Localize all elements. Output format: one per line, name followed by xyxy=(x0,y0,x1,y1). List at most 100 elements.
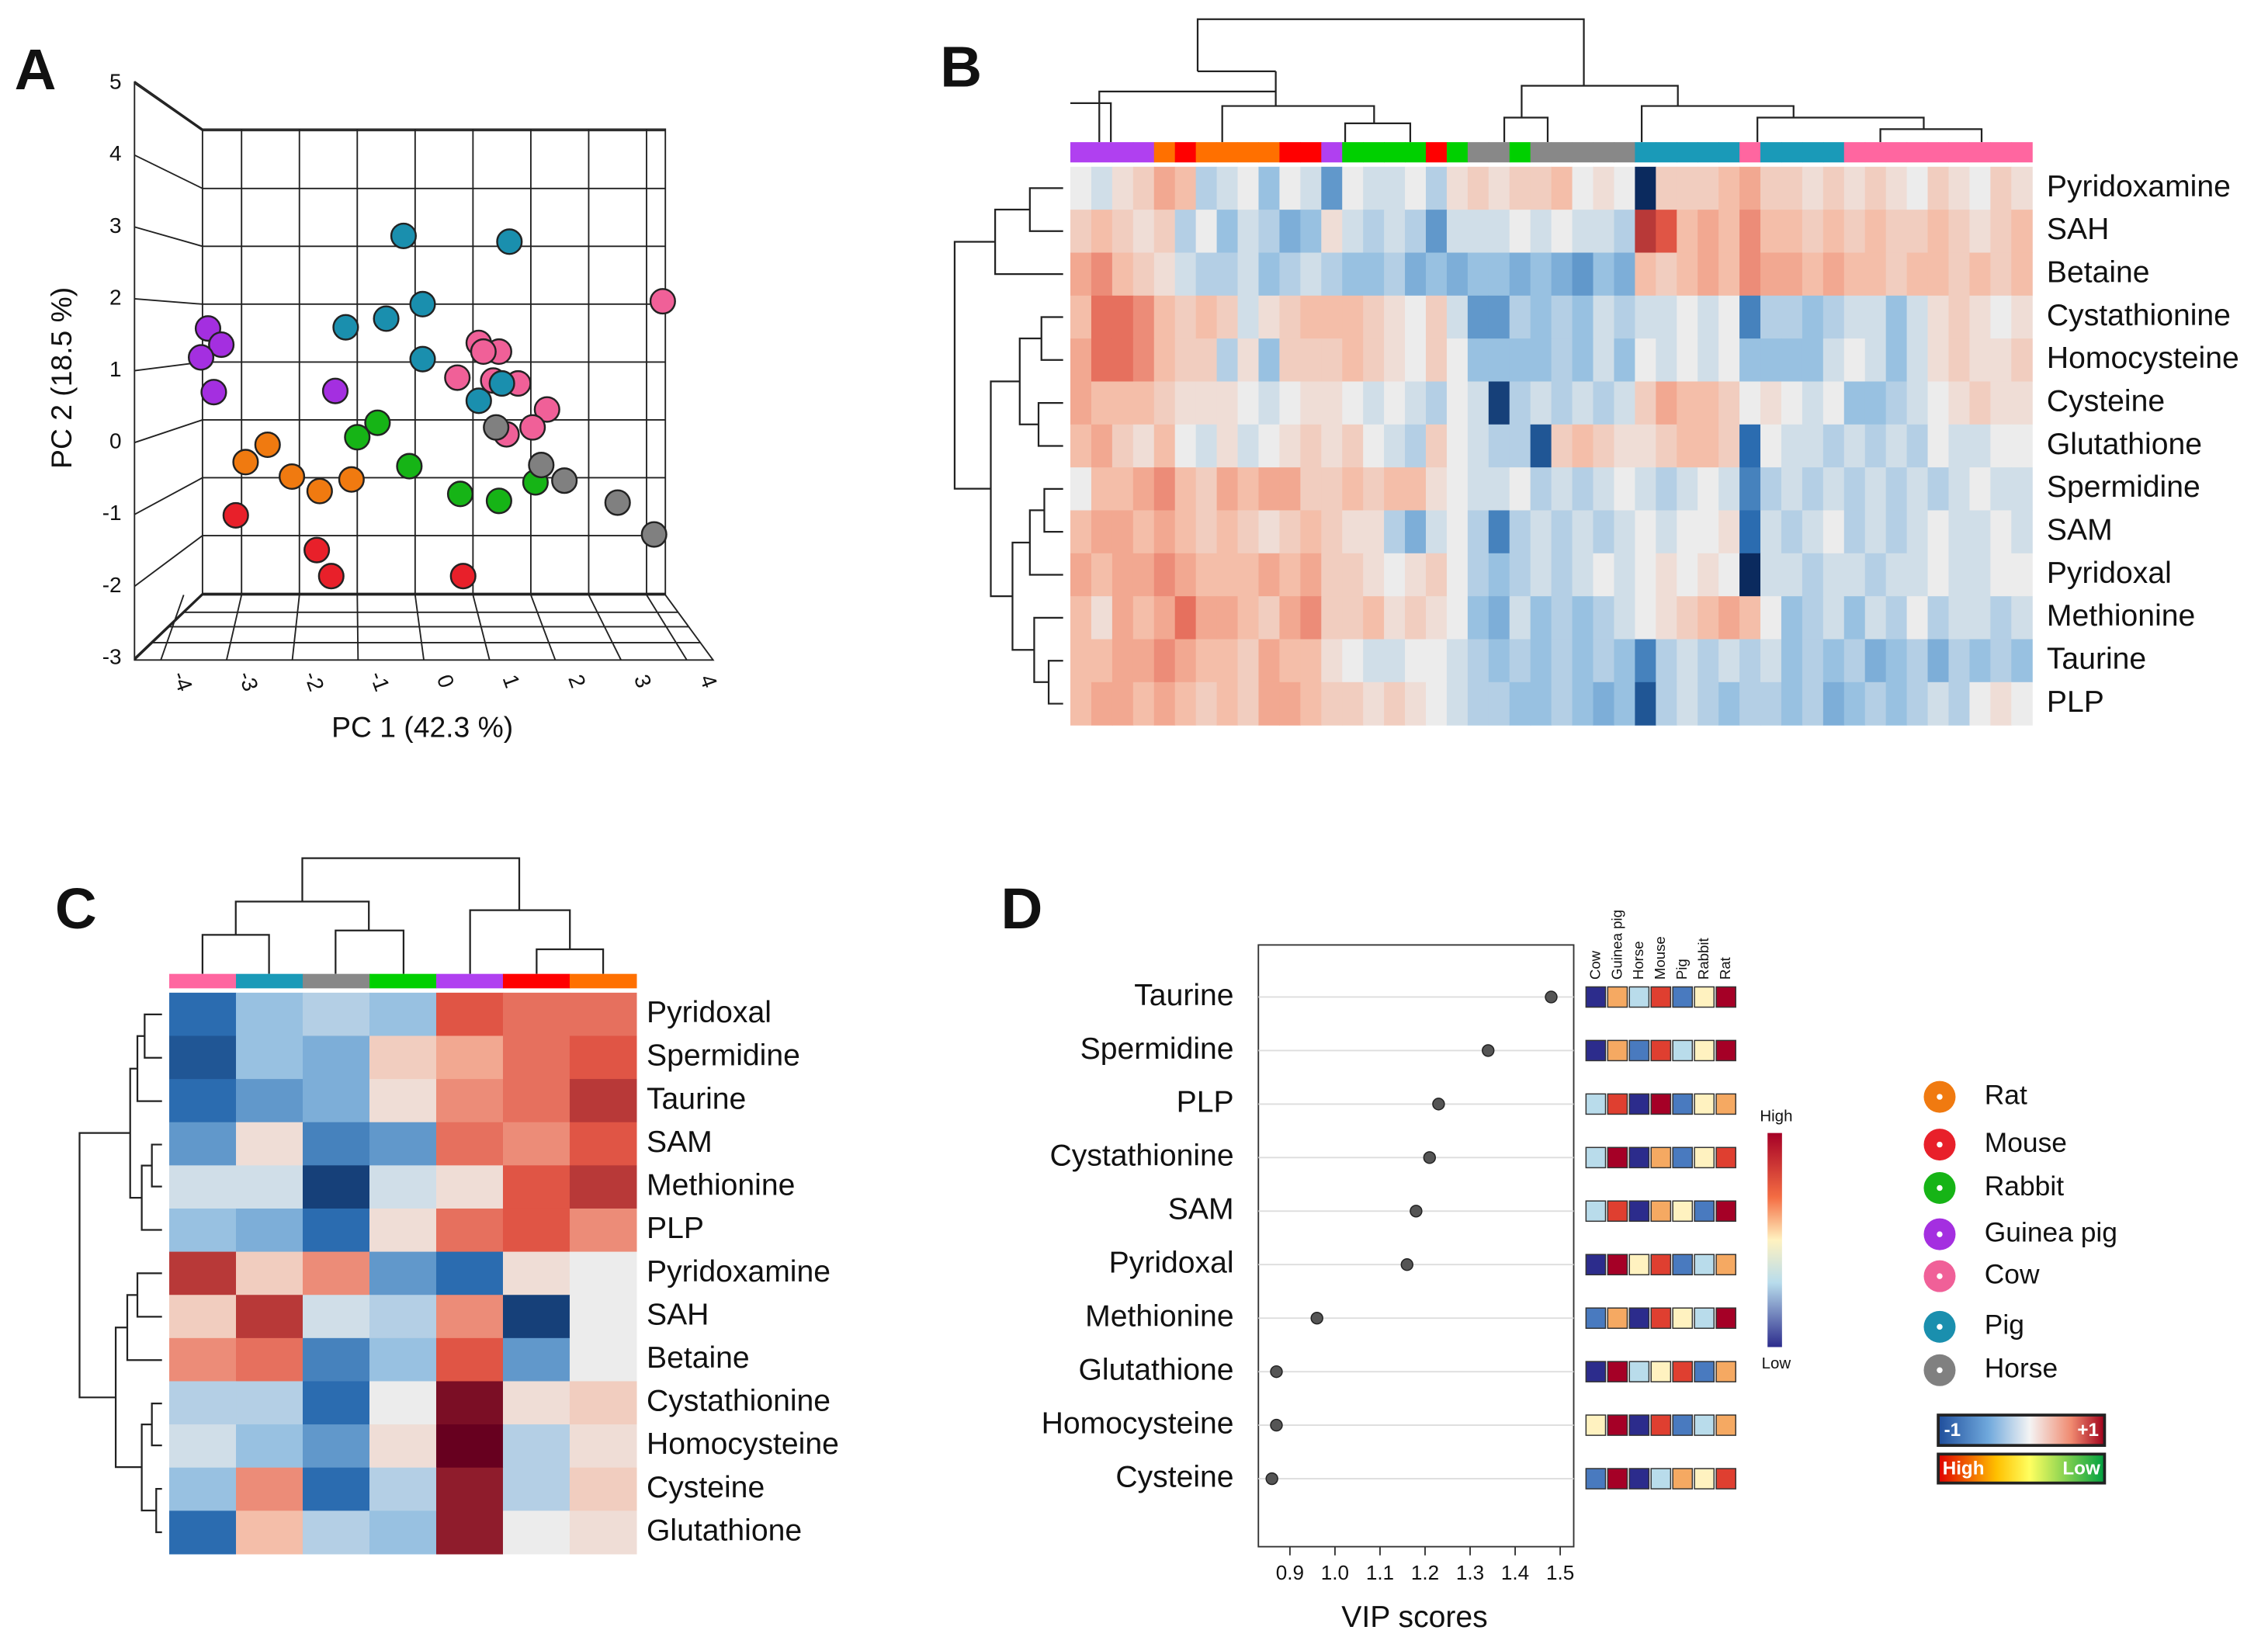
cell xyxy=(1677,166,1698,210)
cell xyxy=(502,1165,570,1209)
cell xyxy=(1906,596,1929,640)
cell xyxy=(1760,424,1782,468)
cell xyxy=(1864,338,1887,383)
cell xyxy=(1321,338,1343,383)
row-label: Pyridoxamine xyxy=(647,1255,831,1288)
column-group xyxy=(1822,142,1845,163)
cell xyxy=(1843,639,1866,683)
legend-marker-dot xyxy=(1937,1273,1943,1279)
cell xyxy=(1614,553,1635,597)
row-label: Glutathione xyxy=(647,1514,802,1547)
legend-marker-dot xyxy=(1937,1231,1943,1237)
cell xyxy=(1628,1414,1650,1436)
grid-line xyxy=(134,592,203,659)
column-dendrogram xyxy=(201,857,605,974)
plot-frame xyxy=(1257,944,1575,1548)
category-label: Methionine xyxy=(1085,1300,1233,1334)
point xyxy=(321,377,349,404)
cell xyxy=(2011,467,2033,512)
cell xyxy=(1258,252,1280,297)
cell xyxy=(1715,1039,1736,1062)
cell xyxy=(1300,381,1322,425)
cell xyxy=(1715,1200,1736,1223)
row-label: Betaine xyxy=(647,1341,750,1375)
cell xyxy=(1237,682,1260,726)
cell xyxy=(1927,252,1950,297)
cell xyxy=(1174,510,1197,554)
row-label: Pyridoxal xyxy=(647,996,772,1029)
point xyxy=(485,487,512,515)
cell xyxy=(1628,1361,1650,1382)
cell xyxy=(1091,338,1113,383)
cell xyxy=(1927,424,1950,468)
cell xyxy=(1300,210,1322,254)
cell xyxy=(1405,210,1427,254)
cell xyxy=(1446,682,1469,726)
cell xyxy=(1715,1093,1736,1115)
cell xyxy=(369,1337,437,1382)
column-group xyxy=(1363,142,1385,163)
cell xyxy=(1279,424,1301,468)
cell xyxy=(1342,424,1364,468)
cell xyxy=(1614,467,1635,512)
category-label: Homocysteine xyxy=(1042,1406,1234,1440)
cell xyxy=(1607,1146,1628,1169)
x-tick-label: 1.5 xyxy=(1546,1561,1574,1584)
cell xyxy=(1656,639,1677,683)
cell xyxy=(369,1079,437,1123)
cell xyxy=(1864,510,1887,554)
point xyxy=(519,414,546,441)
cell xyxy=(1718,210,1740,254)
cell xyxy=(1237,166,1260,210)
cell xyxy=(1906,510,1929,554)
column-group xyxy=(1948,142,1970,163)
cell xyxy=(1488,381,1510,425)
cell xyxy=(1694,986,1715,1008)
column-group xyxy=(303,973,370,989)
cell xyxy=(1342,467,1364,512)
cell xyxy=(1885,553,1908,597)
cell xyxy=(569,1208,637,1253)
point xyxy=(187,344,215,371)
cell xyxy=(1885,596,1908,640)
cell xyxy=(1132,682,1155,726)
column-group xyxy=(1153,142,1176,163)
cell xyxy=(1948,682,1970,726)
cell xyxy=(1300,639,1322,683)
cell xyxy=(1425,295,1448,339)
cell xyxy=(1488,553,1510,597)
cell xyxy=(1446,295,1469,339)
cell xyxy=(1822,338,1845,383)
column-label: Cow xyxy=(1587,950,1603,980)
cell xyxy=(1425,381,1448,425)
cell xyxy=(1216,553,1239,597)
cell xyxy=(2011,381,2033,425)
cell xyxy=(1650,1146,1672,1169)
cell xyxy=(1111,553,1134,597)
panel-label: A xyxy=(15,37,57,102)
cell xyxy=(303,1079,370,1123)
column-group xyxy=(1885,142,1908,163)
row-label: SAH xyxy=(2047,213,2109,246)
cell xyxy=(1969,682,1991,726)
point xyxy=(533,396,560,423)
cell xyxy=(1969,596,1991,640)
cell xyxy=(1739,166,1761,210)
cell xyxy=(303,1295,370,1339)
cell xyxy=(1843,510,1866,554)
cell xyxy=(1195,510,1218,554)
cell xyxy=(1279,381,1301,425)
cell xyxy=(1132,424,1155,468)
cell xyxy=(1405,510,1427,554)
cell xyxy=(1593,682,1615,726)
column-group xyxy=(1781,142,1803,163)
grid-line xyxy=(134,226,203,248)
cell xyxy=(1530,252,1552,297)
cell xyxy=(1111,596,1134,640)
cell xyxy=(1822,510,1845,554)
cell xyxy=(2011,596,2033,640)
column-group xyxy=(1237,142,1260,163)
cell xyxy=(435,1467,504,1511)
cell xyxy=(1885,424,1908,468)
cell xyxy=(1672,1468,1694,1490)
